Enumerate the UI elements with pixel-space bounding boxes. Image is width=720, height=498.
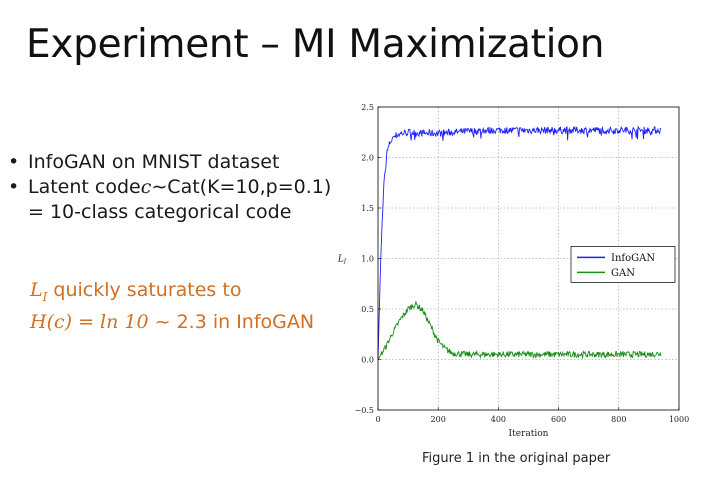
bullet-suffix: ∼Cat(K=10,p=0.1) [151, 176, 332, 198]
note-text-1: quickly saturates to [47, 279, 242, 301]
bullet-symbol: • [8, 176, 20, 198]
y-tick-label: 1.5 [361, 204, 374, 213]
grid-layer [378, 107, 679, 410]
note-line-2: H(c) = ln 10 ~ 2.3 in InfoGAN [30, 310, 314, 335]
bullet-symbol: • [8, 151, 20, 173]
bullet-item-latent-code: • Latent code c ∼Cat(K=10,p=0.1) [8, 175, 331, 200]
y-tick-label: 0.0 [361, 356, 374, 365]
x-tick-label: 200 [431, 415, 446, 424]
note-text-2: ~ 2.3 in InfoGAN [148, 310, 315, 333]
series-line-infogan [377, 125, 662, 360]
legend: InfoGAN GAN [570, 246, 676, 283]
legend-label-infogan: InfoGAN [611, 253, 655, 264]
x-axis-label: Iteration [509, 429, 549, 439]
note-math-l: L [30, 279, 43, 301]
bullet-item-dataset: • InfoGAN on MNIST dataset [8, 150, 331, 175]
y-tick-label: 0.5 [361, 305, 374, 314]
y-tick-label: 2.0 [361, 154, 374, 163]
saturation-note: LI quickly saturates to H(c) = ln 10 ~ 2… [30, 278, 314, 335]
x-tick-label: 400 [491, 415, 506, 424]
y-axis-label: LI [337, 255, 347, 266]
x-tick-label: 800 [611, 415, 626, 424]
note-line-1: LI quickly saturates to [30, 278, 314, 310]
series-layer [377, 125, 662, 360]
note-math-sub: I [42, 289, 48, 304]
x-tick-label: 1000 [669, 415, 689, 424]
legend-items: InfoGAN GAN [577, 253, 655, 279]
y-tick-label: −0.5 [355, 406, 374, 415]
x-tick-label: 600 [551, 415, 566, 424]
mi-chart: 0 200 400 600 800 1000−0.50.00.51.01.52.02.5 … [337, 103, 690, 439]
note-math-h: H(c) = ln 10 [30, 310, 149, 333]
bullet-prefix: Latent code [28, 176, 141, 198]
y-tick-label: 1.0 [361, 255, 374, 264]
series-line-gan [377, 301, 662, 360]
bullet-list: • InfoGAN on MNIST dataset • Latent code… [8, 150, 331, 225]
y-tick-label: 2.5 [361, 103, 374, 112]
legend-label-gan: GAN [611, 268, 635, 279]
bullet-text: InfoGAN on MNIST dataset [28, 151, 280, 173]
slide-title: Experiment – MI Maximization [26, 22, 605, 67]
y-axis-label-sub: I [343, 259, 347, 266]
x-tick-label: 0 [375, 415, 380, 424]
latent-code-symbol: c [140, 176, 152, 198]
bullet-continuation: = 10-class categorical code [28, 201, 292, 223]
tick-layer: 0 200 400 600 800 1000 −0.5 0.0 0.5 1.0 1.5 2.0 2.5 [355, 103, 690, 424]
figure-caption: Figure 1 in the original paper [422, 451, 611, 466]
legend-box [570, 246, 676, 283]
y-axis-label-main: L [337, 255, 344, 265]
